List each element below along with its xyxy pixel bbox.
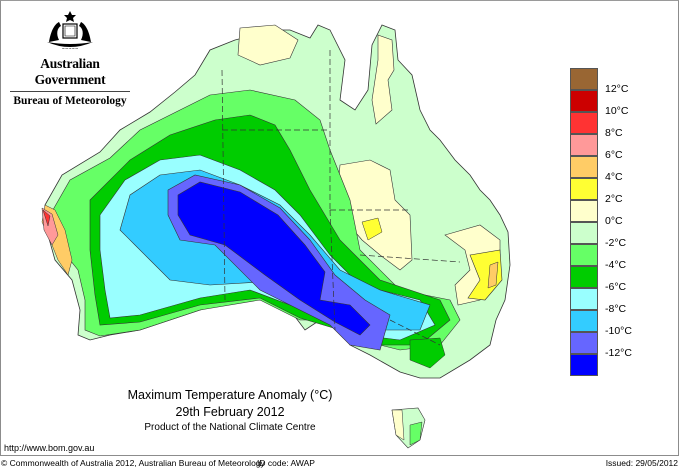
legend-label: 2°C	[605, 193, 623, 205]
map-title-block: Maximum Temperature Anomaly (°C) 29th Fe…	[100, 388, 360, 433]
svg-text:~~~~~: ~~~~~	[62, 46, 79, 51]
bom-logo[interactable]: ~~~~~ Australian Government Bureau of Me…	[8, 10, 132, 107]
legend-swatch	[570, 178, 598, 200]
legend-swatch	[570, 134, 598, 156]
map-title: Maximum Temperature Anomaly (°C)	[127, 388, 333, 402]
legend-swatch	[570, 244, 598, 266]
legend-label: -8°C	[605, 303, 627, 315]
bom-url-link[interactable]: http://www.bom.gov.au	[4, 443, 95, 453]
legend-label: 10°C	[605, 105, 629, 117]
issued-date: Issued: 29/05/2012	[605, 458, 678, 468]
legend-swatch	[570, 332, 598, 354]
legend-label: -4°C	[605, 259, 627, 271]
legend-swatch	[570, 112, 598, 134]
legend-label: -12°C	[605, 347, 632, 359]
legend-swatch	[570, 222, 598, 244]
legend-swatch	[570, 68, 598, 90]
map-credit: Product of the National Climate Centre	[144, 422, 316, 433]
divider	[10, 91, 130, 92]
coat-of-arms-icon: ~~~~~	[47, 11, 93, 51]
legend-swatch	[570, 266, 598, 288]
legend-label: 0°C	[605, 215, 623, 227]
legend-swatch	[570, 288, 598, 310]
legend-label: 8°C	[605, 127, 623, 139]
legend-label: -10°C	[605, 325, 632, 337]
bureau-name: Bureau of Meteorology	[13, 95, 127, 107]
legend-swatch	[570, 90, 598, 112]
legend-label: -2°C	[605, 237, 627, 249]
legend-swatch	[570, 156, 598, 178]
org-name: Australian Government	[34, 56, 106, 87]
copyright-text: © Commonwealth of Australia 2012, Austra…	[1, 458, 265, 468]
footer: © Commonwealth of Australia 2012, Austra…	[0, 458, 680, 468]
legend-swatch	[570, 310, 598, 332]
legend-swatch	[570, 354, 598, 376]
legend-label: 12°C	[605, 83, 629, 95]
anomaly-map	[41, 24, 511, 449]
map-date: 29th February 2012	[175, 405, 285, 419]
state-borders	[221, 50, 461, 346]
legend-label: 4°C	[605, 171, 623, 183]
legend-label: -6°C	[605, 281, 627, 293]
id-code: ID code: AWAP	[257, 458, 315, 468]
legend-label: 6°C	[605, 149, 623, 161]
legend-swatch	[570, 200, 598, 222]
